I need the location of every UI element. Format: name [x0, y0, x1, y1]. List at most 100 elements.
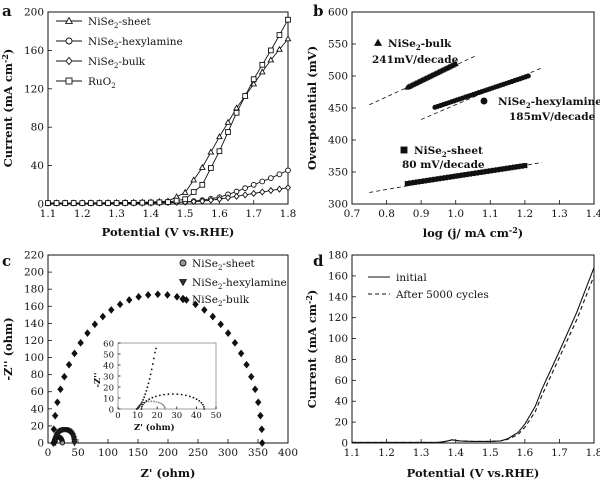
- x-tick-label-400: 400: [278, 447, 298, 459]
- x-tick-label-1-3: 1.3: [551, 208, 568, 220]
- data-point-nise2-hexylamine: [525, 73, 531, 79]
- data-point-nise2-sheet: [284, 35, 292, 42]
- data-point-nise2-bulk: [243, 360, 250, 369]
- x-tick-label-1-1: 1.1: [40, 208, 57, 220]
- data-point-ruo2: [216, 148, 223, 155]
- data-point-ruo2: [182, 196, 188, 203]
- data-point-nise2-bulk: [276, 185, 283, 193]
- annotation-sheet-slope: 80 mV/decade: [402, 159, 485, 171]
- inset-point-nise2-sheet: [155, 400, 158, 403]
- panel-d-y-ticks: 0 20 40 60 80 100 120 140 160 180: [328, 250, 356, 450]
- y-tick-label-80: 80: [31, 122, 44, 134]
- inset-point-nise2-bulk: [155, 347, 157, 350]
- data-point-ruo2: [45, 200, 51, 206]
- x-tick-label-0-9: 0.9: [413, 208, 430, 220]
- data-point-nise2-bulk: [99, 312, 107, 321]
- data-point-nise2-bulk: [285, 184, 291, 192]
- data-point-nise2-bulk: [71, 349, 78, 358]
- data-point-nise2-bulk: [116, 300, 124, 309]
- y-tick-label-600: 600: [328, 7, 348, 19]
- data-point-nise2-bulk: [257, 411, 264, 420]
- y-tick-label-80: 80: [31, 369, 44, 381]
- y-tick-label-0: 0: [37, 199, 44, 211]
- x-tick-label-1-6: 1.6: [517, 447, 534, 459]
- inset-point-nise2-hexylamine: [200, 401, 203, 404]
- data-point-nise2-bulk: [91, 320, 99, 329]
- x-tick-label-1-7: 1.7: [551, 447, 568, 459]
- y-tick-label-350: 350: [328, 167, 348, 179]
- data-point-nise2-bulk: [84, 329, 91, 337]
- inset-point-nise2-hexylamine: [145, 400, 148, 402]
- data-point-ruo2: [208, 165, 214, 171]
- panel-a-legend: NiSe2-sheet NiSe2-hexylamine NiSe2-bulk …: [56, 16, 183, 90]
- annotation-bulk-name: NiSe2-bulk: [388, 38, 452, 52]
- data-point-nise2-bulk: [233, 192, 240, 200]
- x-tick-label-1-2: 1.2: [74, 208, 91, 220]
- panel-c: c 0 50 100 150 200 250 300 350 400 0204060801001…: [1, 250, 298, 481]
- data-point-nise2-bulk: [225, 194, 231, 202]
- data-point-nise2-bulk: [77, 339, 84, 347]
- legend-entry-nise2-sheet: NiSe2-sheet: [179, 258, 256, 272]
- inset-point-nise2-bulk: [148, 378, 151, 380]
- panel-c-x-ticks: 0 50 100 150 200 250 300 350 400: [45, 439, 298, 459]
- x-tick-label-1-6: 1.6: [211, 208, 228, 220]
- inset-point-nise2-hexylamine: [202, 403, 204, 406]
- data-point-nise2-sheet: [181, 188, 189, 195]
- data-point-nise2-bulk: [201, 306, 208, 314]
- data-point-nise2-sheet: [190, 176, 198, 183]
- x-tick-label-1-1: 1.1: [344, 447, 361, 459]
- y-tick-label-160: 160: [24, 301, 44, 313]
- data-point-ruo2: [268, 47, 274, 54]
- data-point-nise2-bulk: [50, 425, 58, 434]
- data-point-nise2-bulk: [61, 372, 68, 381]
- y-tick-label-40: 40: [335, 396, 348, 408]
- data-point-ruo2: [233, 109, 240, 116]
- series-line-nise2-sheet: [48, 38, 289, 204]
- y-tick-label-0: 0: [109, 406, 114, 416]
- data-point-nise2-sheet: [224, 118, 232, 125]
- x-tick-label-100: 100: [98, 447, 118, 459]
- inset-plot: [135, 347, 206, 410]
- data-point-nise2-hexylamine: [276, 171, 283, 178]
- data-point-ruo2: [148, 199, 154, 206]
- data-point-nise2-bulk: [267, 186, 274, 195]
- data-point-nise2-sheet: [276, 45, 283, 52]
- panel-b-x-ticks: 0.7 0.8 0.9 1.0 1.1 1.2 1.3 1.4: [344, 200, 600, 220]
- panel-b-plot: [369, 55, 543, 193]
- data-point-nise2-sheet: [250, 80, 258, 87]
- x-tick-label-1-5: 1.5: [482, 447, 499, 459]
- data-point-ruo2: [259, 61, 266, 68]
- inset-x-axis-label: Z' (ohm): [134, 422, 175, 433]
- data-point-nise2-bulk: [154, 290, 161, 299]
- panel-d-plot: [352, 267, 595, 444]
- data-point-nise2-hexylamine: [250, 181, 257, 188]
- panel-d: d 1.1 1.2 1.3 1.4 1.5 1.6 1.7 1.8 0 20 40 60 80 100 1…: [304, 250, 600, 481]
- data-point-nise2-bulk: [231, 339, 239, 347]
- series-line-after-5000-cycles: [352, 275, 595, 444]
- panel-c-legend: NiSe2-sheet NiSe2-hexylamine NiSe2-bulk: [178, 258, 287, 308]
- y-tick-label-40: 40: [103, 362, 114, 372]
- inset-point-nise2-sheet: [164, 408, 166, 410]
- data-point-nise2-bulk: [164, 291, 171, 299]
- legend-swatch-marker-nise2-bulk: [65, 56, 73, 66]
- panel-a-plot: [44, 16, 292, 207]
- inset-point-nise2-hexylamine: [155, 395, 157, 398]
- inset-point-nise2-hexylamine: [203, 408, 206, 410]
- y-tick-label-120: 120: [24, 335, 44, 347]
- y-tick-label-180: 180: [328, 250, 348, 262]
- data-point-nise2-bulk: [144, 291, 152, 299]
- data-point-ruo2: [156, 199, 163, 206]
- inset-point-nise2-bulk: [142, 398, 144, 401]
- inset-point-nise2-hexylamine: [192, 396, 195, 399]
- inset-point-nise2-bulk: [141, 401, 143, 404]
- y-tick-label-30: 30: [103, 373, 114, 383]
- inset-point-nise2-hexylamine: [158, 394, 161, 397]
- panel-b: b 0.7 0.8 0.9 1.0 1.1 1.2 1.3 1.4 300 350 400 450 5…: [305, 2, 600, 240]
- x-tick-label-1-8: 1.8: [586, 447, 600, 459]
- legend-label-nise2-sheet: NiSe2-sheet: [192, 258, 256, 272]
- y-tick-label-100: 100: [328, 333, 348, 345]
- x-tick-label-1-3: 1.3: [413, 447, 430, 459]
- panel-b-y-axis-label: Overpotential (mV): [305, 46, 319, 170]
- legend-label-nise2-bulk: NiSe2-bulk: [192, 294, 250, 308]
- inset-point-nise2-hexylamine: [140, 405, 143, 408]
